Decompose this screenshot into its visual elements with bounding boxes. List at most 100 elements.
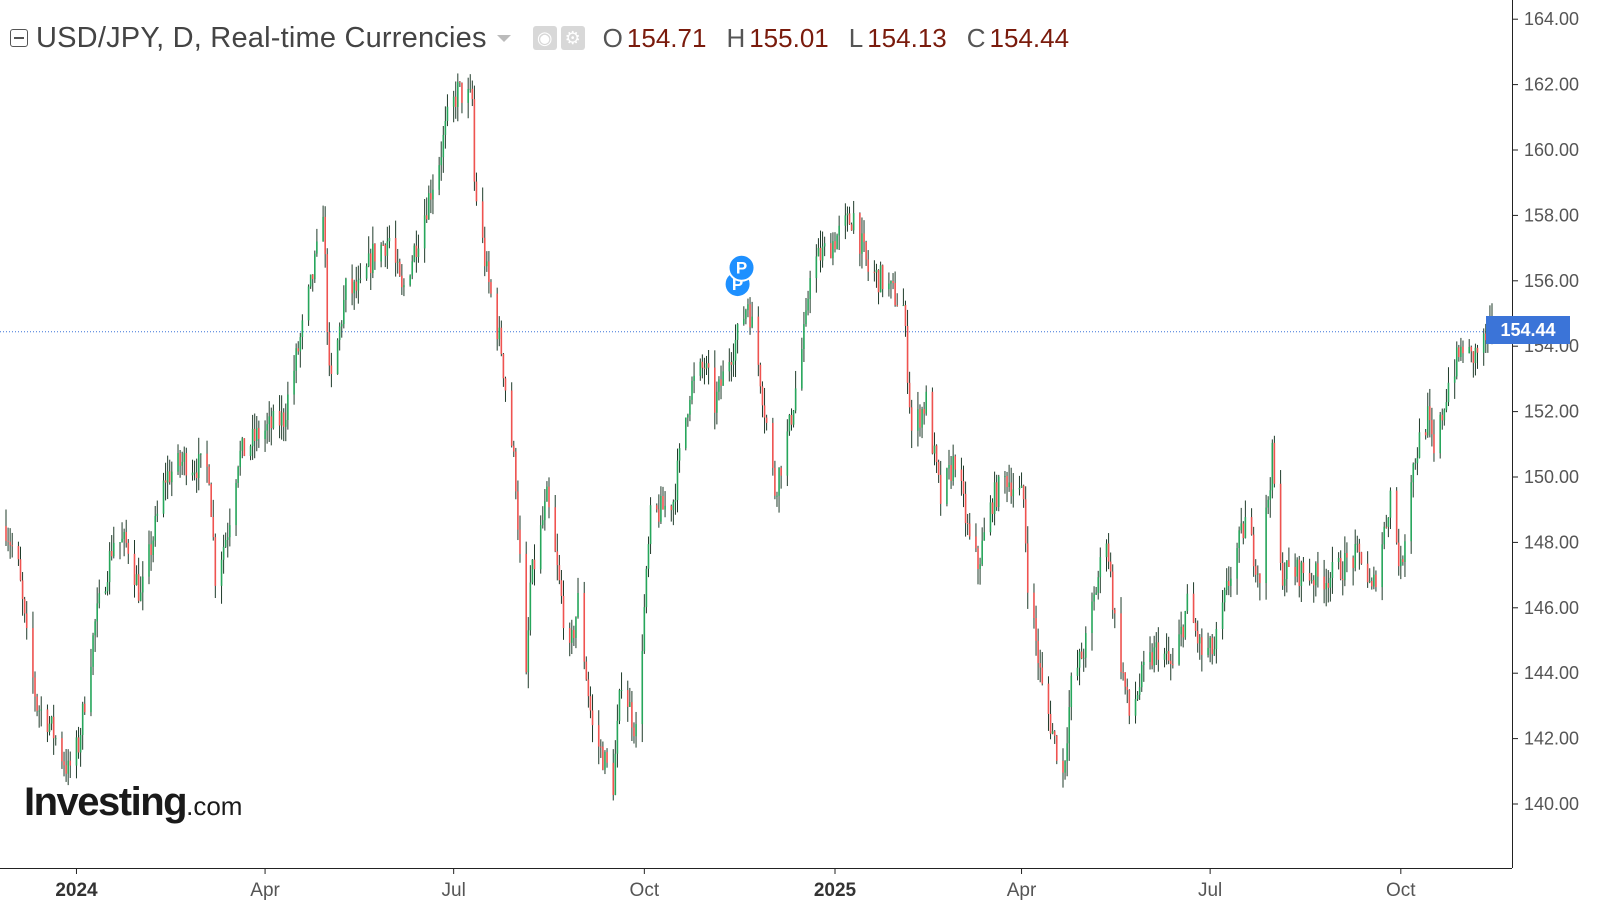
candle (123, 528, 125, 557)
candle-body (77, 737, 80, 753)
eye-icon[interactable]: ◉ (532, 26, 557, 50)
candle (1460, 337, 1462, 361)
candle-body (154, 516, 157, 541)
candle (875, 263, 878, 288)
candle (322, 205, 324, 242)
candle (156, 500, 159, 523)
candle-body (517, 491, 519, 530)
candle-body (21, 580, 24, 600)
candle-body (278, 410, 281, 426)
candle-body (386, 241, 389, 256)
candle (728, 348, 731, 382)
candle (631, 691, 633, 741)
candle-body (1310, 580, 1313, 582)
candle-body (311, 274, 314, 280)
candle (614, 740, 617, 796)
candle-body (40, 709, 43, 711)
candle-body (597, 725, 600, 747)
event-marker-label: P (732, 275, 743, 294)
candle (52, 704, 55, 755)
candle (1236, 542, 1238, 595)
candle (467, 77, 469, 119)
candle (459, 81, 461, 88)
candle-body (933, 445, 936, 454)
candle (63, 751, 65, 777)
candle-body (602, 746, 604, 770)
candle (1283, 562, 1286, 597)
candle-body (1286, 560, 1288, 580)
candle-body (993, 482, 996, 515)
candle-body (539, 525, 542, 570)
candle (995, 474, 998, 511)
candle-body (527, 630, 530, 673)
candle-body (330, 365, 333, 375)
candle-body (1012, 489, 1015, 497)
candle-body (195, 472, 198, 479)
candle-body (1140, 665, 1143, 688)
candle (684, 417, 687, 451)
candle (904, 300, 907, 337)
candle (1383, 521, 1386, 550)
candle (343, 285, 345, 329)
y-tick-label: 158.00 (1524, 205, 1579, 225)
candle-body (220, 559, 223, 586)
candle (69, 751, 72, 778)
candle-body (908, 382, 911, 408)
candle-body (1049, 713, 1052, 734)
candle (861, 217, 863, 269)
candle (425, 197, 428, 224)
candle-body (1107, 543, 1110, 562)
candle (1070, 672, 1073, 721)
candle (1006, 471, 1008, 503)
candle (975, 523, 977, 553)
candle-body (168, 471, 171, 483)
candle (210, 482, 212, 518)
candle (1474, 343, 1477, 376)
candle (457, 73, 459, 122)
candle-body (164, 480, 167, 483)
candle-body (345, 278, 347, 300)
candle-body (1039, 663, 1041, 668)
candle-body (533, 559, 536, 570)
candle (386, 226, 389, 269)
candle (1207, 632, 1209, 658)
candle-body (394, 237, 397, 263)
candle (1055, 734, 1058, 765)
candle-body (863, 233, 865, 243)
candle (881, 264, 884, 298)
candle-body (1259, 573, 1261, 584)
candle (38, 705, 40, 728)
candle (423, 198, 426, 263)
candle-body (765, 417, 768, 423)
candle (266, 412, 268, 444)
candle (1300, 560, 1303, 602)
candle-body (133, 553, 136, 586)
candle (809, 270, 811, 314)
candle (372, 226, 374, 279)
candle-body (502, 353, 505, 379)
chevron-down-icon[interactable] (496, 34, 511, 42)
candle-body (1068, 707, 1071, 744)
collapse-icon[interactable] (10, 29, 28, 47)
candle (1429, 388, 1431, 438)
candle-body (255, 427, 258, 441)
candle-body (1004, 476, 1006, 478)
candle (844, 203, 847, 240)
candle (1225, 568, 1228, 596)
candle-body (645, 568, 648, 608)
event-marker-icon[interactable]: P (727, 253, 756, 282)
x-tick-label: Apr (250, 880, 280, 901)
candle-body (69, 760, 72, 766)
candle-body (684, 417, 687, 449)
candle-body (54, 738, 57, 740)
candle-body (210, 484, 212, 517)
candle (1035, 605, 1037, 656)
candle-body (1412, 463, 1415, 483)
candle-body (226, 537, 229, 540)
candle (852, 200, 855, 234)
candle (977, 545, 979, 585)
candle-body (137, 574, 140, 601)
gear-icon[interactable]: ⚙ (560, 26, 585, 50)
